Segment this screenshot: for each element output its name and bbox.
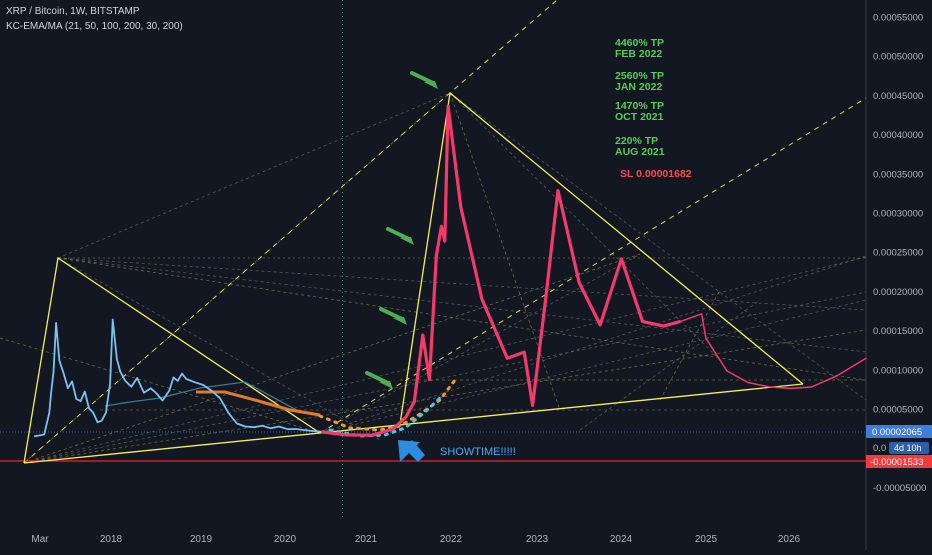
price-tick-label: 0.00035000 (873, 169, 923, 180)
current-price-badge (866, 425, 932, 438)
time-tick-label: 2019 (190, 534, 213, 545)
arrow-shaft (386, 227, 411, 241)
time-tick-label: 2023 (526, 534, 549, 545)
support-price-label: -0.00001533 (870, 457, 923, 468)
left-triangle (23, 256, 321, 464)
green-arrow-peak (410, 71, 438, 89)
price-tick-label: 0.00030000 (873, 208, 923, 219)
indicator-legend[interactable]: KC-EMA/MA (21, 50, 100, 200, 30, 200) (6, 21, 183, 32)
ema-teal-line (104, 381, 301, 413)
projection-path-main (321, 104, 681, 437)
fan-line (659, 289, 721, 401)
tp-2560-label: 2560% TP (615, 70, 664, 82)
dashed-channel-line (319, 97, 867, 434)
time-tick-label: 2021 (355, 534, 378, 545)
green-arrow-jan (386, 227, 414, 245)
fan-line (0, 337, 321, 434)
time-tick-label: 2020 (274, 534, 297, 545)
tp-1470-label: 1470% TP (615, 100, 664, 112)
fan-line (57, 92, 451, 259)
fan-line (449, 92, 561, 411)
tp-2560-date: JAN 2022 (615, 81, 662, 93)
projection-path-tail (680, 313, 867, 390)
dashed-channel-line (23, 0, 558, 464)
stop-loss-label: SL 0.00001682 (620, 168, 692, 180)
price-tick-label: 0.00025000 (873, 248, 923, 259)
price-line (33, 318, 326, 438)
fan-line (319, 253, 641, 434)
ma-orange-line (196, 390, 321, 417)
price-tick-label: 0.00015000 (873, 326, 923, 337)
support-price-badge (866, 455, 932, 468)
fan-line (449, 92, 867, 401)
arrow-shaft (365, 371, 390, 385)
fan-line (319, 299, 867, 434)
showtime-label: SHOWTIME!!!!! (440, 446, 516, 458)
tp-220-date: AUG 2021 (615, 146, 665, 158)
green-arrow-oct (379, 307, 407, 325)
price-tick-label: -0.00005000 (873, 483, 926, 494)
arrow-shaft (379, 307, 404, 321)
blue-arrow-showtime (398, 440, 425, 462)
arrow-shaft (410, 71, 435, 85)
price-tick-label: 0.00040000 (873, 130, 923, 141)
price-tick-label: 0.00055000 (873, 12, 923, 23)
time-tick-label: Mar (31, 534, 49, 545)
series-layer (33, 104, 867, 438)
time-axis: Mar 2018 2019 2020 2021 2022 2023 2024 2025 2026 (31, 534, 800, 545)
tp-4460-label: 4460% TP (615, 37, 664, 49)
price-tick-label: 0.00020000 (873, 287, 923, 298)
fan-line (57, 257, 867, 381)
fan-line (23, 329, 867, 464)
partial-price-label: 0.0 (873, 443, 886, 454)
countdown-label: 4d 10h (894, 443, 922, 453)
right-triangle (399, 91, 804, 425)
rising-support-line (23, 383, 804, 464)
time-tick-label: 2025 (695, 534, 718, 545)
countdown-badge (889, 442, 929, 454)
green-arrow-aug (365, 371, 393, 389)
price-tick-label: 0.00010000 (873, 365, 923, 376)
symbol-title[interactable]: XRP / Bitcoin, 1W, BITSTAMP (6, 6, 140, 17)
price-tick-label: 0.00045000 (873, 91, 923, 102)
fan-line (579, 299, 761, 431)
blue-arrow-head (398, 440, 420, 462)
time-tick-label: 2026 (778, 534, 801, 545)
time-tick-label: 2024 (610, 534, 633, 545)
fan-line (57, 257, 867, 311)
trendline-drawings (0, 91, 932, 464)
arrow-annotations (365, 71, 438, 462)
tp-4460-date: FEB 2022 (615, 48, 662, 60)
price-axis: 0.00055000 0.00050000 0.00045000 0.00040000… (866, 12, 932, 494)
price-tick-label: 0.00005000 (873, 404, 923, 415)
current-price-label: 0.00002065 (872, 427, 922, 438)
tp-1470-date: OCT 2021 (615, 111, 664, 123)
fan-line (57, 257, 381, 441)
fan-line (23, 256, 867, 464)
tp-220-label: 220% TP (615, 135, 658, 147)
time-tick-label: 2022 (440, 534, 463, 545)
price-tick-label: 0.00050000 (873, 52, 923, 63)
time-tick-label: 2018 (100, 534, 123, 545)
